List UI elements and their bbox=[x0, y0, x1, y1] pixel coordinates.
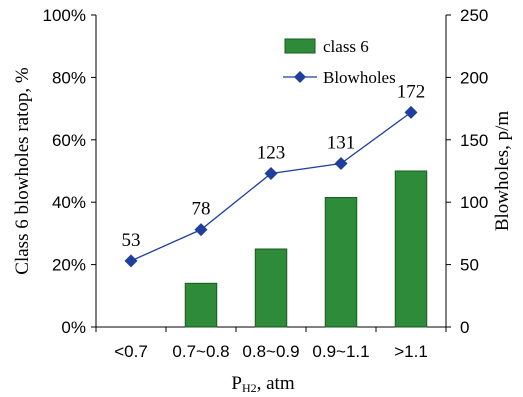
bar-class6 bbox=[324, 197, 358, 328]
x-tick-label: 0.8~0.9 bbox=[242, 342, 299, 361]
blowholes-marker bbox=[404, 105, 418, 119]
blowholes-data-label: 53 bbox=[122, 230, 141, 251]
blowholes-data-label: 131 bbox=[327, 133, 356, 154]
right-axis-ticks: 0 50 100 150 200 250 bbox=[446, 6, 488, 337]
blowholes-marker bbox=[124, 254, 138, 268]
x-tick-label: 0.7~0.8 bbox=[172, 342, 229, 361]
legend-label-class6: class 6 bbox=[323, 37, 369, 56]
x-tick-label: <0.7 bbox=[114, 342, 148, 361]
blowholes-marker bbox=[194, 223, 208, 237]
line-series: 53 78 123 131 172 bbox=[122, 81, 426, 268]
right-tick-label: 250 bbox=[460, 6, 488, 25]
legend-marker-blowholes bbox=[294, 71, 306, 83]
left-tick-label: 0% bbox=[61, 318, 86, 337]
bar-class6 bbox=[184, 282, 218, 328]
bar-class6 bbox=[254, 248, 288, 328]
legend-label-blowholes: Blowholes bbox=[323, 68, 396, 87]
y-axis-right-title: Blowholes, p/m bbox=[492, 111, 513, 232]
blowholes-data-label: 172 bbox=[397, 81, 426, 102]
blowholes-marker bbox=[334, 157, 348, 171]
x-axis-title-subscript: H2 bbox=[242, 381, 257, 395]
x-axis-title: PH2, atm bbox=[231, 373, 294, 395]
x-axis-ticks: <0.7 0.7~0.8 0.8~0.9 0.9~1.1 >1.1 bbox=[95, 327, 447, 361]
right-tick-label: 100 bbox=[460, 193, 488, 212]
x-tick-label: >1.1 bbox=[394, 342, 428, 361]
right-tick-label: 50 bbox=[460, 256, 479, 275]
blowholes-data-label: 78 bbox=[192, 199, 211, 220]
left-axis-ticks: 0% 20% 40% 60% 80% 100% bbox=[43, 6, 96, 337]
blowholes-data-label: 123 bbox=[257, 142, 286, 163]
right-tick-label: 0 bbox=[460, 318, 469, 337]
y-axis-left-title: Class 6 blowholes ratop, % bbox=[12, 67, 33, 275]
right-tick-label: 200 bbox=[460, 68, 488, 87]
bar-class6 bbox=[394, 170, 428, 328]
right-tick-label: 150 bbox=[460, 131, 488, 150]
blowholes-line bbox=[130, 111, 412, 262]
bar-series bbox=[184, 170, 428, 328]
left-tick-label: 40% bbox=[52, 193, 86, 212]
left-tick-label: 20% bbox=[52, 256, 86, 275]
left-tick-label: 100% bbox=[43, 6, 86, 25]
left-tick-label: 80% bbox=[52, 68, 86, 87]
x-axis-title-rest: , atm bbox=[257, 373, 295, 394]
x-tick-label: 0.9~1.1 bbox=[312, 342, 369, 361]
legend: class 6 Blowholes bbox=[283, 37, 396, 87]
x-axis-title-main: P bbox=[231, 373, 242, 394]
blowholes-marker bbox=[264, 166, 278, 180]
legend-swatch-class6 bbox=[284, 38, 316, 54]
left-tick-label: 60% bbox=[52, 131, 86, 150]
